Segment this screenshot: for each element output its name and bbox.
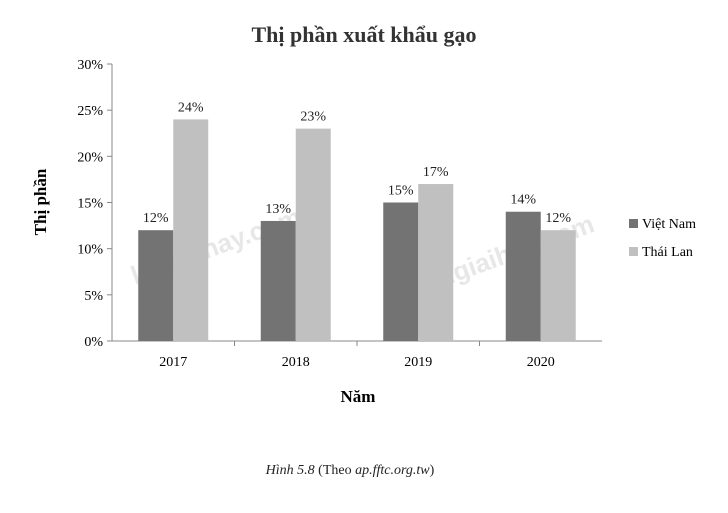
y-tick-label: 20% — [77, 150, 103, 165]
data-label-thai-lan-2017: 24% — [178, 100, 204, 115]
x-tick-label: 2018 — [282, 355, 310, 370]
y-tick-label: 10% — [77, 243, 103, 258]
caption-source: ap.fftc.org.tw — [355, 463, 430, 478]
data-label-thai-lan-2018: 23% — [300, 110, 326, 125]
x-tick-label: 2019 — [404, 355, 432, 370]
data-label-viet-nam-2019: 15% — [388, 184, 414, 199]
y-ticks: 0% 5% 10% 15% 20% 25% 30% — [77, 58, 112, 350]
legend-swatch-thai-lan — [629, 247, 638, 256]
x-tick-label: 2020 — [527, 355, 555, 370]
bar-viet-nam-2020 — [505, 211, 541, 341]
legend: Việt Nam Thái Lan — [629, 217, 696, 260]
x-ticks: 2017 2018 2019 2020 — [159, 341, 555, 370]
bar-thai-lan-2017 — [173, 119, 209, 342]
y-tick-label: 0% — [84, 335, 103, 350]
legend-label-thai-lan: Thái Lan — [642, 245, 693, 260]
data-label-viet-nam-2020: 14% — [510, 193, 536, 208]
bar-thai-lan-2020 — [540, 230, 576, 341]
x-axis-title: Năm — [341, 387, 376, 406]
figure-number: Hình 5.8 — [265, 463, 315, 478]
bars: 12% 24% 13% 23% 15% 17% 14% 12% — [138, 100, 576, 342]
legend-swatch-viet-nam — [629, 219, 638, 228]
y-tick-label: 30% — [77, 58, 103, 73]
bar-viet-nam-2018 — [260, 220, 296, 341]
bar-viet-nam-2017 — [138, 230, 174, 341]
x-tick-label: 2017 — [159, 355, 187, 370]
chart-title: Thị phần xuất khẩu gạo — [252, 22, 477, 47]
y-axis-title: Thị phần — [31, 168, 50, 235]
bar-viet-nam-2019 — [383, 202, 419, 341]
caption-source-prefix: (Theo — [314, 463, 356, 478]
bar-chart: loigiaihay.com Loigiaihay.com Thị phần x… — [31, 22, 696, 406]
data-label-viet-nam-2018: 13% — [265, 202, 291, 217]
bar-thai-lan-2018 — [295, 128, 331, 341]
y-tick-label: 15% — [77, 197, 103, 212]
legend-label-viet-nam: Việt Nam — [642, 217, 696, 232]
y-tick-label: 25% — [77, 104, 103, 119]
y-tick-label: 5% — [84, 289, 103, 304]
data-label-thai-lan-2020: 12% — [545, 211, 571, 226]
caption-source-suffix: ) — [429, 463, 435, 478]
data-label-thai-lan-2019: 17% — [423, 165, 449, 180]
data-label-viet-nam-2017: 12% — [143, 211, 169, 226]
figure-caption: Hình 5.8 (Theo ap.fftc.org.tw) — [0, 463, 700, 479]
bar-thai-lan-2019 — [418, 184, 454, 341]
